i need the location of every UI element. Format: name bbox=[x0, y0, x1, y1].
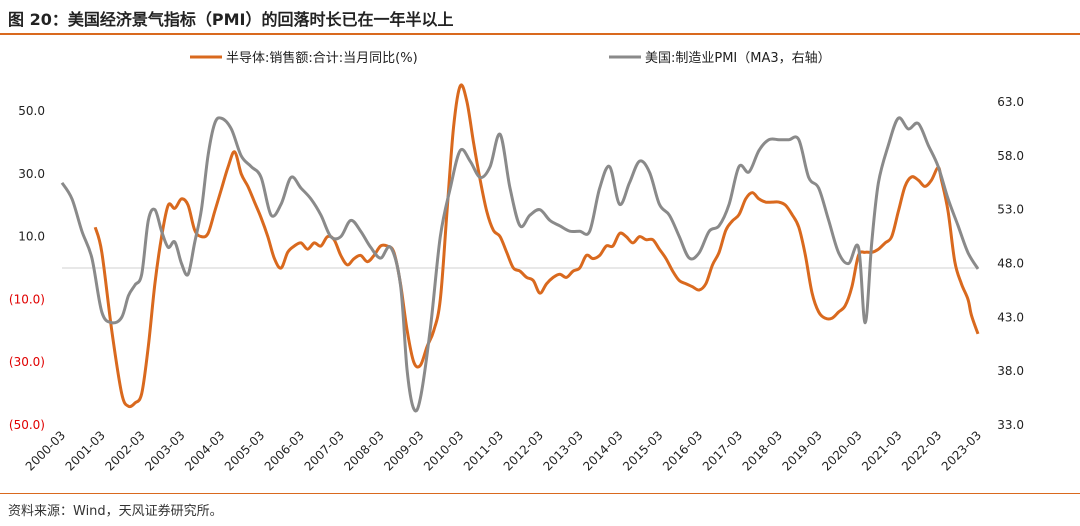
legend: 半导体:销售额:合计:当月同比(%) 美国:制造业PMI（MA3，右轴） bbox=[190, 50, 831, 66]
x-tick-label: 2004-03 bbox=[182, 428, 227, 473]
right-tick-label: 63.0 bbox=[997, 95, 1024, 109]
x-tick-label: 2002-03 bbox=[102, 428, 147, 473]
x-tick-label: 2005-03 bbox=[222, 428, 267, 473]
left-axis: 50.0 30.0 10.0 (10.0) (30.0) (50.0) bbox=[9, 104, 45, 432]
x-tick-label: 2009-03 bbox=[381, 428, 426, 473]
line-chart: 半导体:销售额:合计:当月同比(%) 美国:制造业PMI（MA3，右轴） 50.0… bbox=[9, 50, 1024, 474]
x-axis: 2000-032001-032002-032003-032004-032005-… bbox=[23, 428, 984, 473]
x-tick-label: 2003-03 bbox=[142, 428, 187, 473]
right-tick-label: 38.0 bbox=[997, 364, 1024, 378]
x-tick-label: 2017-03 bbox=[700, 428, 745, 473]
left-tick-label: (10.0) bbox=[9, 292, 45, 306]
x-tick-label: 2021-03 bbox=[859, 428, 904, 473]
x-tick-label: 2023-03 bbox=[939, 428, 984, 473]
x-tick-label: 2013-03 bbox=[541, 428, 586, 473]
source-note: 资料来源：Wind，天风证券研究所。 bbox=[8, 504, 223, 519]
x-tick-label: 2000-03 bbox=[23, 428, 68, 473]
x-tick-label: 2019-03 bbox=[779, 428, 824, 473]
right-tick-label: 43.0 bbox=[997, 310, 1024, 324]
left-tick-label: (50.0) bbox=[9, 418, 45, 432]
right-tick-label: 48.0 bbox=[997, 257, 1024, 271]
x-tick-label: 2006-03 bbox=[262, 428, 307, 473]
title-divider bbox=[0, 33, 1080, 35]
series-line-pmi bbox=[60, 116, 980, 413]
series-line-semiconductor bbox=[93, 83, 980, 409]
left-tick-label: 50.0 bbox=[18, 104, 45, 118]
x-tick-label: 2018-03 bbox=[740, 428, 785, 473]
left-tick-label: 30.0 bbox=[18, 167, 45, 181]
right-tick-label: 58.0 bbox=[997, 149, 1024, 163]
x-tick-label: 2016-03 bbox=[660, 428, 705, 473]
x-tick-label: 2011-03 bbox=[461, 428, 506, 473]
legend-label: 美国:制造业PMI（MA3，右轴） bbox=[645, 51, 831, 66]
x-tick-label: 2008-03 bbox=[341, 428, 386, 473]
x-tick-label: 2010-03 bbox=[421, 428, 466, 473]
x-tick-label: 2001-03 bbox=[63, 428, 108, 473]
x-tick-label: 2007-03 bbox=[302, 428, 347, 473]
right-tick-label: 53.0 bbox=[997, 203, 1024, 217]
x-tick-label: 2022-03 bbox=[899, 428, 944, 473]
left-tick-label: 10.0 bbox=[18, 230, 45, 244]
footer-divider bbox=[0, 493, 1080, 494]
series-layer bbox=[60, 83, 980, 413]
x-tick-label: 2015-03 bbox=[620, 428, 665, 473]
x-tick-label: 2014-03 bbox=[580, 428, 625, 473]
left-tick-label: (30.0) bbox=[9, 355, 45, 369]
right-axis: 63.0 58.0 53.0 48.0 43.0 38.0 33.0 bbox=[997, 95, 1024, 432]
x-tick-label: 2012-03 bbox=[501, 428, 546, 473]
figure-title: 图 20：美国经济景气指标（PMI）的回落时长已在一年半以上 bbox=[8, 10, 454, 29]
right-tick-label: 33.0 bbox=[997, 418, 1024, 432]
legend-label: 半导体:销售额:合计:当月同比(%) bbox=[226, 50, 418, 66]
x-tick-label: 2020-03 bbox=[819, 428, 864, 473]
